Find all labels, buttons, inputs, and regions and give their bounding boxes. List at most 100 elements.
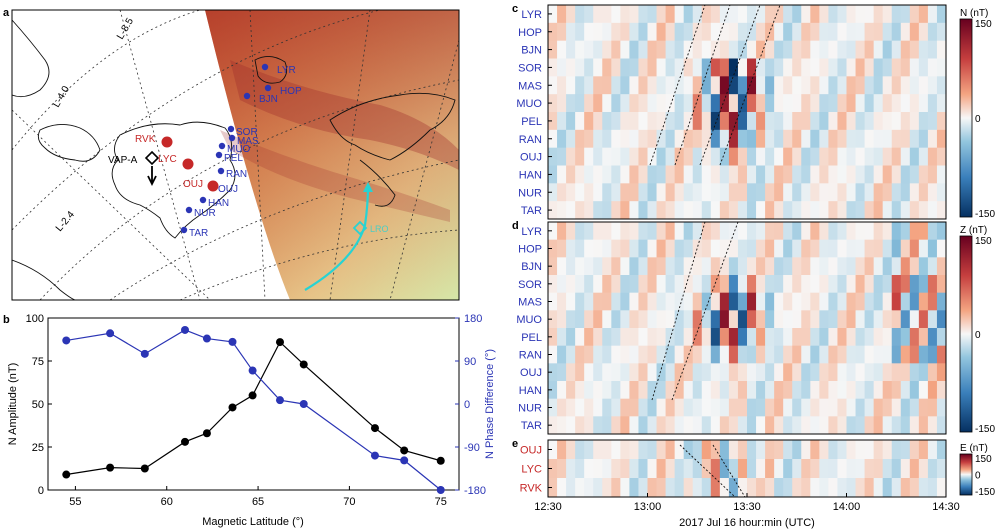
- panel-b-point: [106, 463, 115, 472]
- panel-d-row-label: PEL: [521, 332, 542, 344]
- panel-c-colorbar-tick: -150: [975, 209, 995, 220]
- panel-b-point: [228, 403, 237, 412]
- panel-b-point: [400, 446, 409, 455]
- station-marker-sor: [227, 125, 235, 133]
- panel-c-row-label: HOP: [518, 27, 542, 39]
- panel-b-ytick: 100: [26, 313, 44, 325]
- station-label-ouj: OUJ: [183, 179, 203, 190]
- panel-d-row-label: MAS: [518, 297, 542, 309]
- panel-b-ytick: 75: [32, 356, 44, 368]
- panel-b-point: [275, 338, 284, 347]
- station-marker-han: [199, 196, 207, 204]
- panel-d-letter: d: [512, 220, 519, 232]
- vap-label: VAP-A: [108, 155, 138, 166]
- panel-e-row-label: OUJ: [520, 445, 542, 457]
- panel-d-axes: [547, 221, 947, 435]
- panel-b-point: [248, 391, 257, 400]
- panel-d-colorbar-tick: 0: [975, 330, 981, 341]
- panel-c-row-label: PEL: [521, 116, 542, 128]
- panel-b-point: [299, 400, 308, 408]
- propagation-line: [674, 4, 731, 166]
- panel-e-colorbar-tick: -150: [975, 487, 995, 498]
- panel-b-point: [299, 360, 308, 369]
- panel-d-row-label: TAR: [521, 420, 542, 432]
- station-marker-ran: [217, 167, 225, 175]
- station-marker-hop: [264, 84, 272, 92]
- panel-d-colorbar-label: Z (nT): [960, 225, 987, 236]
- panel-e-colorbar-tick: 150: [975, 454, 992, 465]
- panel-c-row-label: NUR: [518, 187, 542, 199]
- panel-b-point: [248, 366, 257, 375]
- panel-b-point: [140, 349, 149, 358]
- panel-e-letter: e: [512, 438, 518, 450]
- panel-c-row-label: MAS: [518, 80, 542, 92]
- panel-b-point: [202, 334, 211, 343]
- panel-b-point: [62, 470, 71, 479]
- panel-b-point: [202, 429, 211, 438]
- panel-d-colorbar: [959, 235, 973, 433]
- panel-a-letter: a: [3, 7, 10, 19]
- panel-c-row-label: HAN: [519, 169, 542, 181]
- panel-c-row-label: RAN: [519, 134, 542, 146]
- panel-b-xtick: 70: [343, 496, 355, 508]
- panel-b-ylabel: N Amplitude (nT): [7, 363, 19, 446]
- panel-c-row-label: MUO: [516, 98, 542, 110]
- panel-b-ytick: 50: [32, 399, 44, 411]
- panel-e-row-label: LYC: [521, 464, 542, 476]
- station-marker-muo: [218, 142, 226, 150]
- station-marker-pel: [215, 151, 223, 159]
- panel-c-row-label: SOR: [518, 62, 542, 74]
- station-marker-nur: [185, 206, 193, 214]
- panel-b-point: [400, 456, 409, 465]
- lro-label: LRO: [370, 224, 389, 234]
- panel-c-row-label: LYR: [521, 9, 542, 21]
- panel-d-colorbar-tick: 150: [975, 236, 992, 247]
- panel-e-xtick: 14:30: [932, 501, 960, 513]
- panel-b-ytick: 0: [38, 485, 44, 497]
- station-label-lyr: LYR: [277, 65, 296, 76]
- station-label-han: HAN: [208, 198, 229, 209]
- panel-b-y2label: N Phase Difference (°): [484, 349, 496, 459]
- panel-b-point: [140, 464, 149, 473]
- panel-e-xtick: 13:00: [634, 501, 662, 513]
- lro-track: [304, 184, 370, 291]
- station-label-ran: RAN: [226, 169, 247, 180]
- panel-c-row-label: OUJ: [520, 152, 542, 164]
- panel-b-point: [370, 451, 379, 460]
- propagation-line: [699, 4, 761, 166]
- panel-e-colorbar-label: E (nT): [960, 443, 988, 454]
- station-marker-lyc: [182, 158, 194, 170]
- panel-c-heatmap: c LYR HOP BJN SOR MAS MUO PEL RAN OUJ HAN NUR TAR N (…: [512, 3, 995, 220]
- panel-c-row-label: BJN: [521, 45, 542, 57]
- panel-d-row-label: SOR: [518, 279, 542, 291]
- panel-b-point: [228, 337, 237, 346]
- panel-b-ytick: 25: [32, 442, 44, 454]
- station-label-muo: MUO: [227, 144, 251, 155]
- panel-b-y2tick: 180: [464, 313, 482, 325]
- station-marker-ouj: [207, 180, 219, 192]
- panel-b-letter: b: [3, 314, 10, 326]
- station-marker-lyr: [261, 63, 269, 71]
- panel-d-row-label: BJN: [521, 261, 542, 273]
- panel-e-xlabel: 2017 Jul 16 hour:min (UTC): [679, 517, 815, 529]
- panel-c-axes: [547, 4, 947, 220]
- station-label-lyc: LYC: [158, 154, 177, 165]
- panel-e-colorbar-tick: 0: [975, 471, 981, 482]
- panel-c-colorbar-tick: 0: [975, 114, 981, 125]
- panel-b-xtick: 65: [252, 496, 264, 508]
- panel-e-xtick: 14:00: [833, 501, 861, 513]
- panel-b-point: [370, 424, 379, 433]
- panel-d-heatmap: d LYR HOP BJN SOR MAS MUO PEL RAN OUJ HAN NUR TAR Z (…: [512, 220, 995, 435]
- panel-a-map: a: [3, 7, 460, 301]
- panel-b-xtick: 60: [161, 496, 173, 508]
- station-label-nur: NUR: [194, 208, 216, 219]
- panel-d-row-label: MUO: [516, 314, 542, 326]
- panel-b-point: [436, 486, 445, 494]
- panel-b-y2tick: -90: [464, 442, 480, 454]
- panel-e-row-label: RVK: [520, 483, 543, 495]
- map-grid: [12, 10, 459, 300]
